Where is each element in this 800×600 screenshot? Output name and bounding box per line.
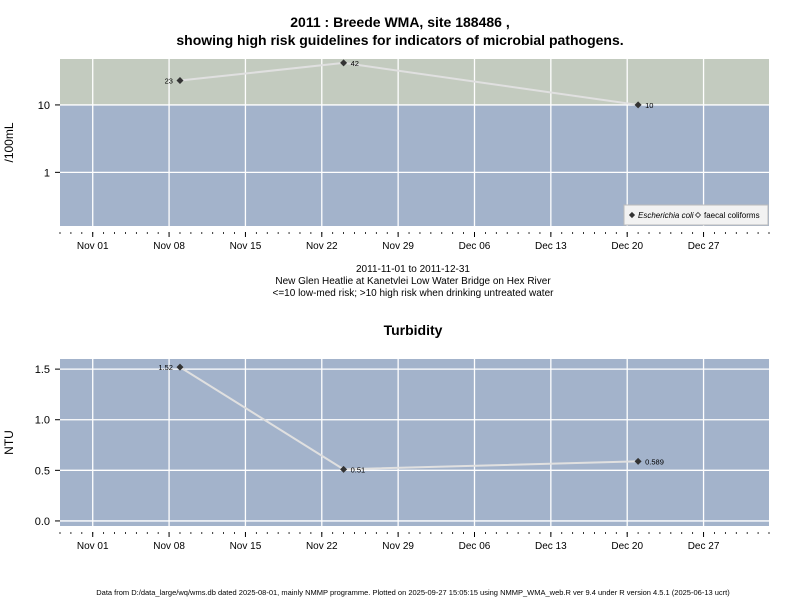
y-tick-label: 1.0	[35, 415, 50, 427]
x-tick-label: Dec 06	[459, 541, 491, 552]
x-tick-label: Dec 06	[459, 241, 491, 252]
x-tick-label: Nov 15	[230, 241, 262, 252]
y-tick-label: 0.5	[35, 465, 50, 477]
x-tick-label: Nov 29	[382, 541, 414, 552]
x-tick-label: Nov 22	[306, 241, 338, 252]
data-point	[176, 77, 184, 85]
data-label: 23	[165, 77, 173, 86]
x-tick-label: Dec 13	[535, 241, 567, 252]
plot-panel	[60, 359, 769, 526]
x-tick-label: Nov 01	[77, 241, 109, 252]
chart-title-line2: showing high risk guidelines for indicat…	[176, 32, 624, 48]
x-tick-label: Nov 08	[153, 241, 185, 252]
data-label: 1.52	[158, 363, 173, 372]
y-tick-label: 1.5	[35, 364, 50, 376]
x-tick-label: Nov 01	[77, 541, 109, 552]
x-tick-label: Dec 20	[611, 541, 643, 552]
site-name-caption: New Glen Heatlie at Kanetvlei Low Water …	[275, 276, 551, 287]
legend-label: Escherichia coli	[638, 211, 694, 220]
data-point	[340, 59, 348, 67]
data-label: 0.589	[645, 457, 664, 466]
data-label: 0.51	[351, 465, 366, 474]
y-tick-label: 1	[44, 167, 50, 179]
data-point	[340, 465, 348, 473]
chart-title-line1: 2011 : Breede WMA, site 188486 ,	[290, 14, 510, 30]
data-point	[634, 101, 642, 109]
data-source-footer: Data from D:/data_large/wq/wms.db dated …	[96, 588, 730, 597]
risk-guideline-caption: <=10 low-med risk; >10 high risk when dr…	[272, 288, 554, 299]
y-tick-label: 0.0	[35, 516, 50, 528]
date-range-caption: 2011-11-01 to 2011-12-31	[356, 264, 470, 275]
x-tick-label: Nov 08	[153, 541, 185, 552]
x-tick-label: Nov 29	[382, 241, 414, 252]
data-label: 42	[351, 59, 359, 68]
x-tick-label: Dec 27	[688, 241, 720, 252]
legend-marker	[694, 211, 702, 219]
data-label: 10	[645, 101, 653, 110]
x-tick-label: Dec 20	[611, 241, 643, 252]
y-tick-label: 10	[38, 100, 50, 112]
y-axis-label: /100mL	[2, 122, 16, 162]
y-axis-label: NTU	[2, 430, 16, 455]
legend-label: faecal coliforms	[704, 211, 760, 220]
turbidity-chart-title: Turbidity	[383, 322, 443, 338]
x-tick-label: Nov 22	[306, 541, 338, 552]
ecoli-chart: 1 10 Nov 01 Nov 08 Nov 15 Nov 22 Nov 29 Dec 06 D…	[2, 59, 770, 252]
data-point	[634, 457, 642, 465]
x-tick-label: Dec 13	[535, 541, 567, 552]
x-tick-label: Dec 27	[688, 541, 720, 552]
x-tick-label: Nov 15	[230, 541, 262, 552]
data-point	[176, 363, 184, 371]
legend-marker	[628, 211, 636, 219]
